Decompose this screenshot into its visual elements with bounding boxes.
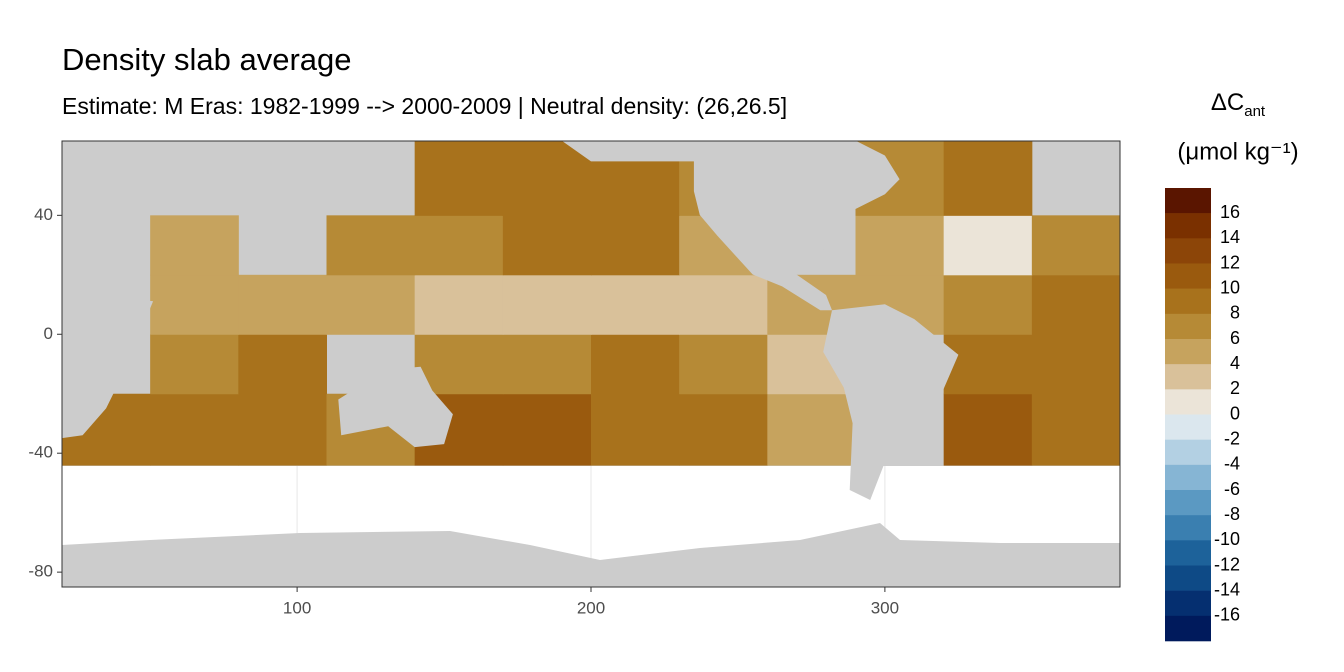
colorbar-bin bbox=[1165, 389, 1211, 415]
colorbar-label: -4 bbox=[1224, 454, 1240, 474]
colorbar-label: -6 bbox=[1224, 479, 1240, 499]
colorbar-label: -10 bbox=[1214, 529, 1240, 549]
colorbar-label: 10 bbox=[1220, 277, 1240, 297]
colorbar-bin bbox=[1165, 515, 1211, 541]
cell bbox=[679, 393, 768, 466]
colorbar-label: 2 bbox=[1230, 378, 1240, 398]
colorbar-bin bbox=[1165, 615, 1211, 642]
cell bbox=[502, 274, 592, 335]
cell bbox=[767, 393, 856, 466]
colorbar-bin bbox=[1165, 213, 1211, 239]
axes: 100 200 300 -80 -40 0 40 bbox=[28, 205, 899, 618]
panel bbox=[61, 140, 1121, 588]
cell bbox=[679, 274, 768, 335]
colorbar-label: -16 bbox=[1214, 605, 1240, 625]
colorbar-label: 16 bbox=[1220, 202, 1240, 222]
cell bbox=[238, 393, 327, 466]
legend-title-sub: ant bbox=[1244, 103, 1266, 120]
land bbox=[62, 140, 1120, 587]
cell bbox=[150, 274, 239, 335]
chart-title: Density slab average bbox=[62, 42, 352, 77]
cell bbox=[326, 215, 416, 276]
cell bbox=[1031, 274, 1121, 335]
colorbar-label: 8 bbox=[1230, 303, 1240, 323]
cell bbox=[591, 334, 680, 395]
y-tick-label: -80 bbox=[28, 562, 53, 581]
cell bbox=[591, 215, 680, 276]
cell bbox=[238, 274, 327, 335]
chart-subtitle: Estimate: M Eras: 1982-1999 --> 2000-200… bbox=[62, 93, 787, 119]
legend: 16 14 12 10 8 6 4 2 0 -2 -4 -6 -8 -10 -12 -14 -16 bbox=[1165, 188, 1240, 642]
colorbar-bin bbox=[1165, 590, 1211, 617]
cell bbox=[414, 334, 504, 395]
cell bbox=[1031, 334, 1121, 395]
cell bbox=[1031, 215, 1121, 276]
colorbar-label: -2 bbox=[1224, 428, 1240, 448]
cell bbox=[502, 215, 592, 276]
cell bbox=[943, 334, 1033, 395]
x-tick-label: 100 bbox=[283, 598, 311, 617]
legend-title-main: ΔC bbox=[1211, 89, 1244, 116]
colorbar-bin bbox=[1165, 364, 1211, 390]
australia bbox=[338, 366, 453, 448]
colorbar-bin bbox=[1165, 339, 1211, 365]
colorbar-label: 14 bbox=[1220, 227, 1240, 247]
colorbar-bin bbox=[1165, 263, 1211, 289]
cell bbox=[943, 141, 1033, 216]
colorbar-label: -12 bbox=[1214, 554, 1240, 574]
cell bbox=[414, 141, 504, 216]
cell bbox=[943, 393, 1033, 466]
colorbar-label: -8 bbox=[1224, 504, 1240, 524]
colorbar-bin bbox=[1165, 464, 1211, 491]
legend-unit: (μmol kg⁻¹) bbox=[1177, 138, 1298, 165]
y-tick-label: -40 bbox=[28, 443, 53, 462]
colorbar-bin bbox=[1165, 540, 1211, 566]
cell bbox=[326, 274, 416, 335]
colorbar-bin bbox=[1165, 313, 1211, 340]
legend-title: ΔCant bbox=[1211, 89, 1266, 120]
cell bbox=[943, 215, 1033, 276]
colorbar-label: 12 bbox=[1220, 252, 1240, 272]
antarctica bbox=[62, 523, 1120, 587]
cell bbox=[502, 334, 592, 395]
cell bbox=[591, 393, 680, 466]
x-tick-label: 200 bbox=[577, 598, 605, 617]
africa bbox=[62, 238, 154, 439]
cell bbox=[679, 334, 768, 395]
x-tick-label: 300 bbox=[871, 598, 899, 617]
colorbar-label: 0 bbox=[1230, 403, 1240, 423]
colorbar-label: 4 bbox=[1230, 353, 1240, 373]
y-tick-label: 40 bbox=[34, 205, 53, 224]
cell bbox=[502, 141, 592, 216]
colorbar-bin bbox=[1165, 490, 1211, 516]
colorbar-bin bbox=[1165, 439, 1211, 466]
colorbar-label: 6 bbox=[1230, 328, 1240, 348]
cell bbox=[150, 393, 239, 466]
colorbar-bin bbox=[1165, 565, 1211, 591]
colorbar-bin bbox=[1165, 414, 1211, 440]
cell bbox=[502, 393, 592, 466]
cell bbox=[591, 274, 680, 335]
colorbar-bin bbox=[1165, 188, 1211, 214]
y-tick-label: 0 bbox=[44, 324, 53, 343]
colorbar-bin bbox=[1165, 288, 1211, 315]
colorbar-label: -14 bbox=[1214, 579, 1240, 599]
cell bbox=[414, 215, 504, 276]
cell bbox=[855, 215, 945, 276]
cell bbox=[150, 334, 239, 395]
cell bbox=[150, 215, 239, 276]
colorbar-bin bbox=[1165, 238, 1211, 264]
north-america bbox=[561, 140, 900, 311]
cell bbox=[414, 274, 504, 335]
cell bbox=[943, 274, 1033, 335]
cell bbox=[1031, 393, 1121, 466]
cell bbox=[238, 334, 327, 395]
south-america bbox=[823, 304, 959, 500]
